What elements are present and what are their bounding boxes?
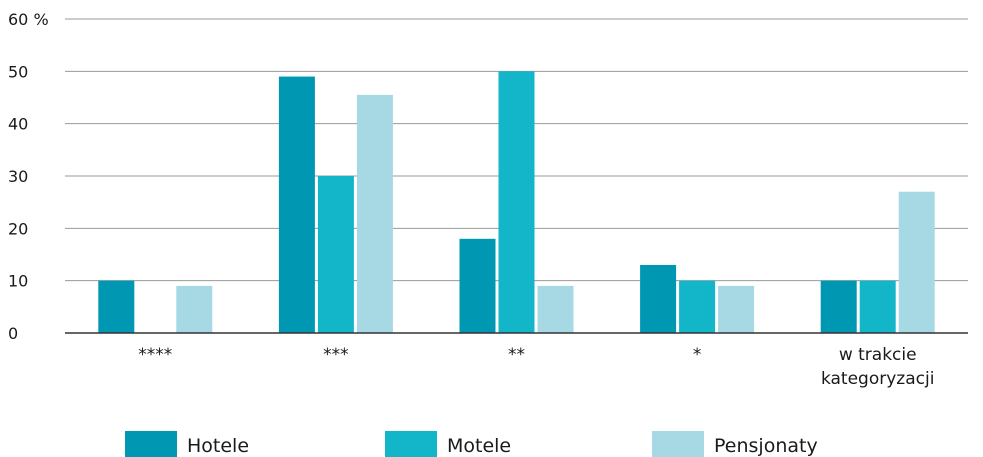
bar-hotele [98, 280, 135, 333]
category-label: w trakcie kategoryzacji [821, 345, 934, 389]
y-tick-label: 40 [8, 115, 28, 134]
legend-swatch-hotele [125, 431, 177, 457]
y-axis-ticks: 0 10 20 30 40 50 60 % [8, 10, 49, 343]
category-labels: **** *** ** * w trakcie kategoryzacji [138, 345, 934, 389]
legend: Hotele Motele Pensjonaty [125, 431, 818, 457]
bar-motele [317, 176, 354, 333]
legend-label-pensjonaty: Pensjonaty [714, 435, 818, 457]
category-label: ** [508, 345, 525, 365]
bar-hotele [820, 280, 857, 333]
category-label: * [693, 345, 702, 365]
bar-hotele [459, 238, 496, 333]
legend-label-hotele: Hotele [187, 435, 249, 457]
bar-hotele [640, 264, 677, 333]
bar-pensjonaty [898, 191, 935, 333]
category-label: *** [323, 345, 349, 365]
y-tick-label: 30 [8, 167, 28, 186]
bar-motele [498, 71, 535, 333]
legend-swatch-pensjonaty [652, 431, 704, 457]
legend-label-motele: Motele [447, 435, 511, 457]
bar-motele [679, 280, 716, 333]
category-label: **** [138, 345, 172, 365]
bar-hotele [278, 76, 315, 334]
y-tick-label: 20 [8, 219, 28, 238]
y-tick-label: 50 [8, 62, 28, 81]
bar-pensjonaty [356, 94, 393, 333]
bars [98, 71, 935, 334]
bar-motele [859, 280, 896, 333]
y-tick-label: 0 [8, 324, 18, 343]
bar-pensjonaty [176, 285, 213, 333]
legend-swatch-motele [385, 431, 437, 457]
y-tick-label: 10 [8, 272, 28, 291]
y-tick-label: 60 % [8, 10, 49, 29]
bar-pensjonaty [718, 285, 755, 333]
bar-pensjonaty [537, 285, 574, 333]
